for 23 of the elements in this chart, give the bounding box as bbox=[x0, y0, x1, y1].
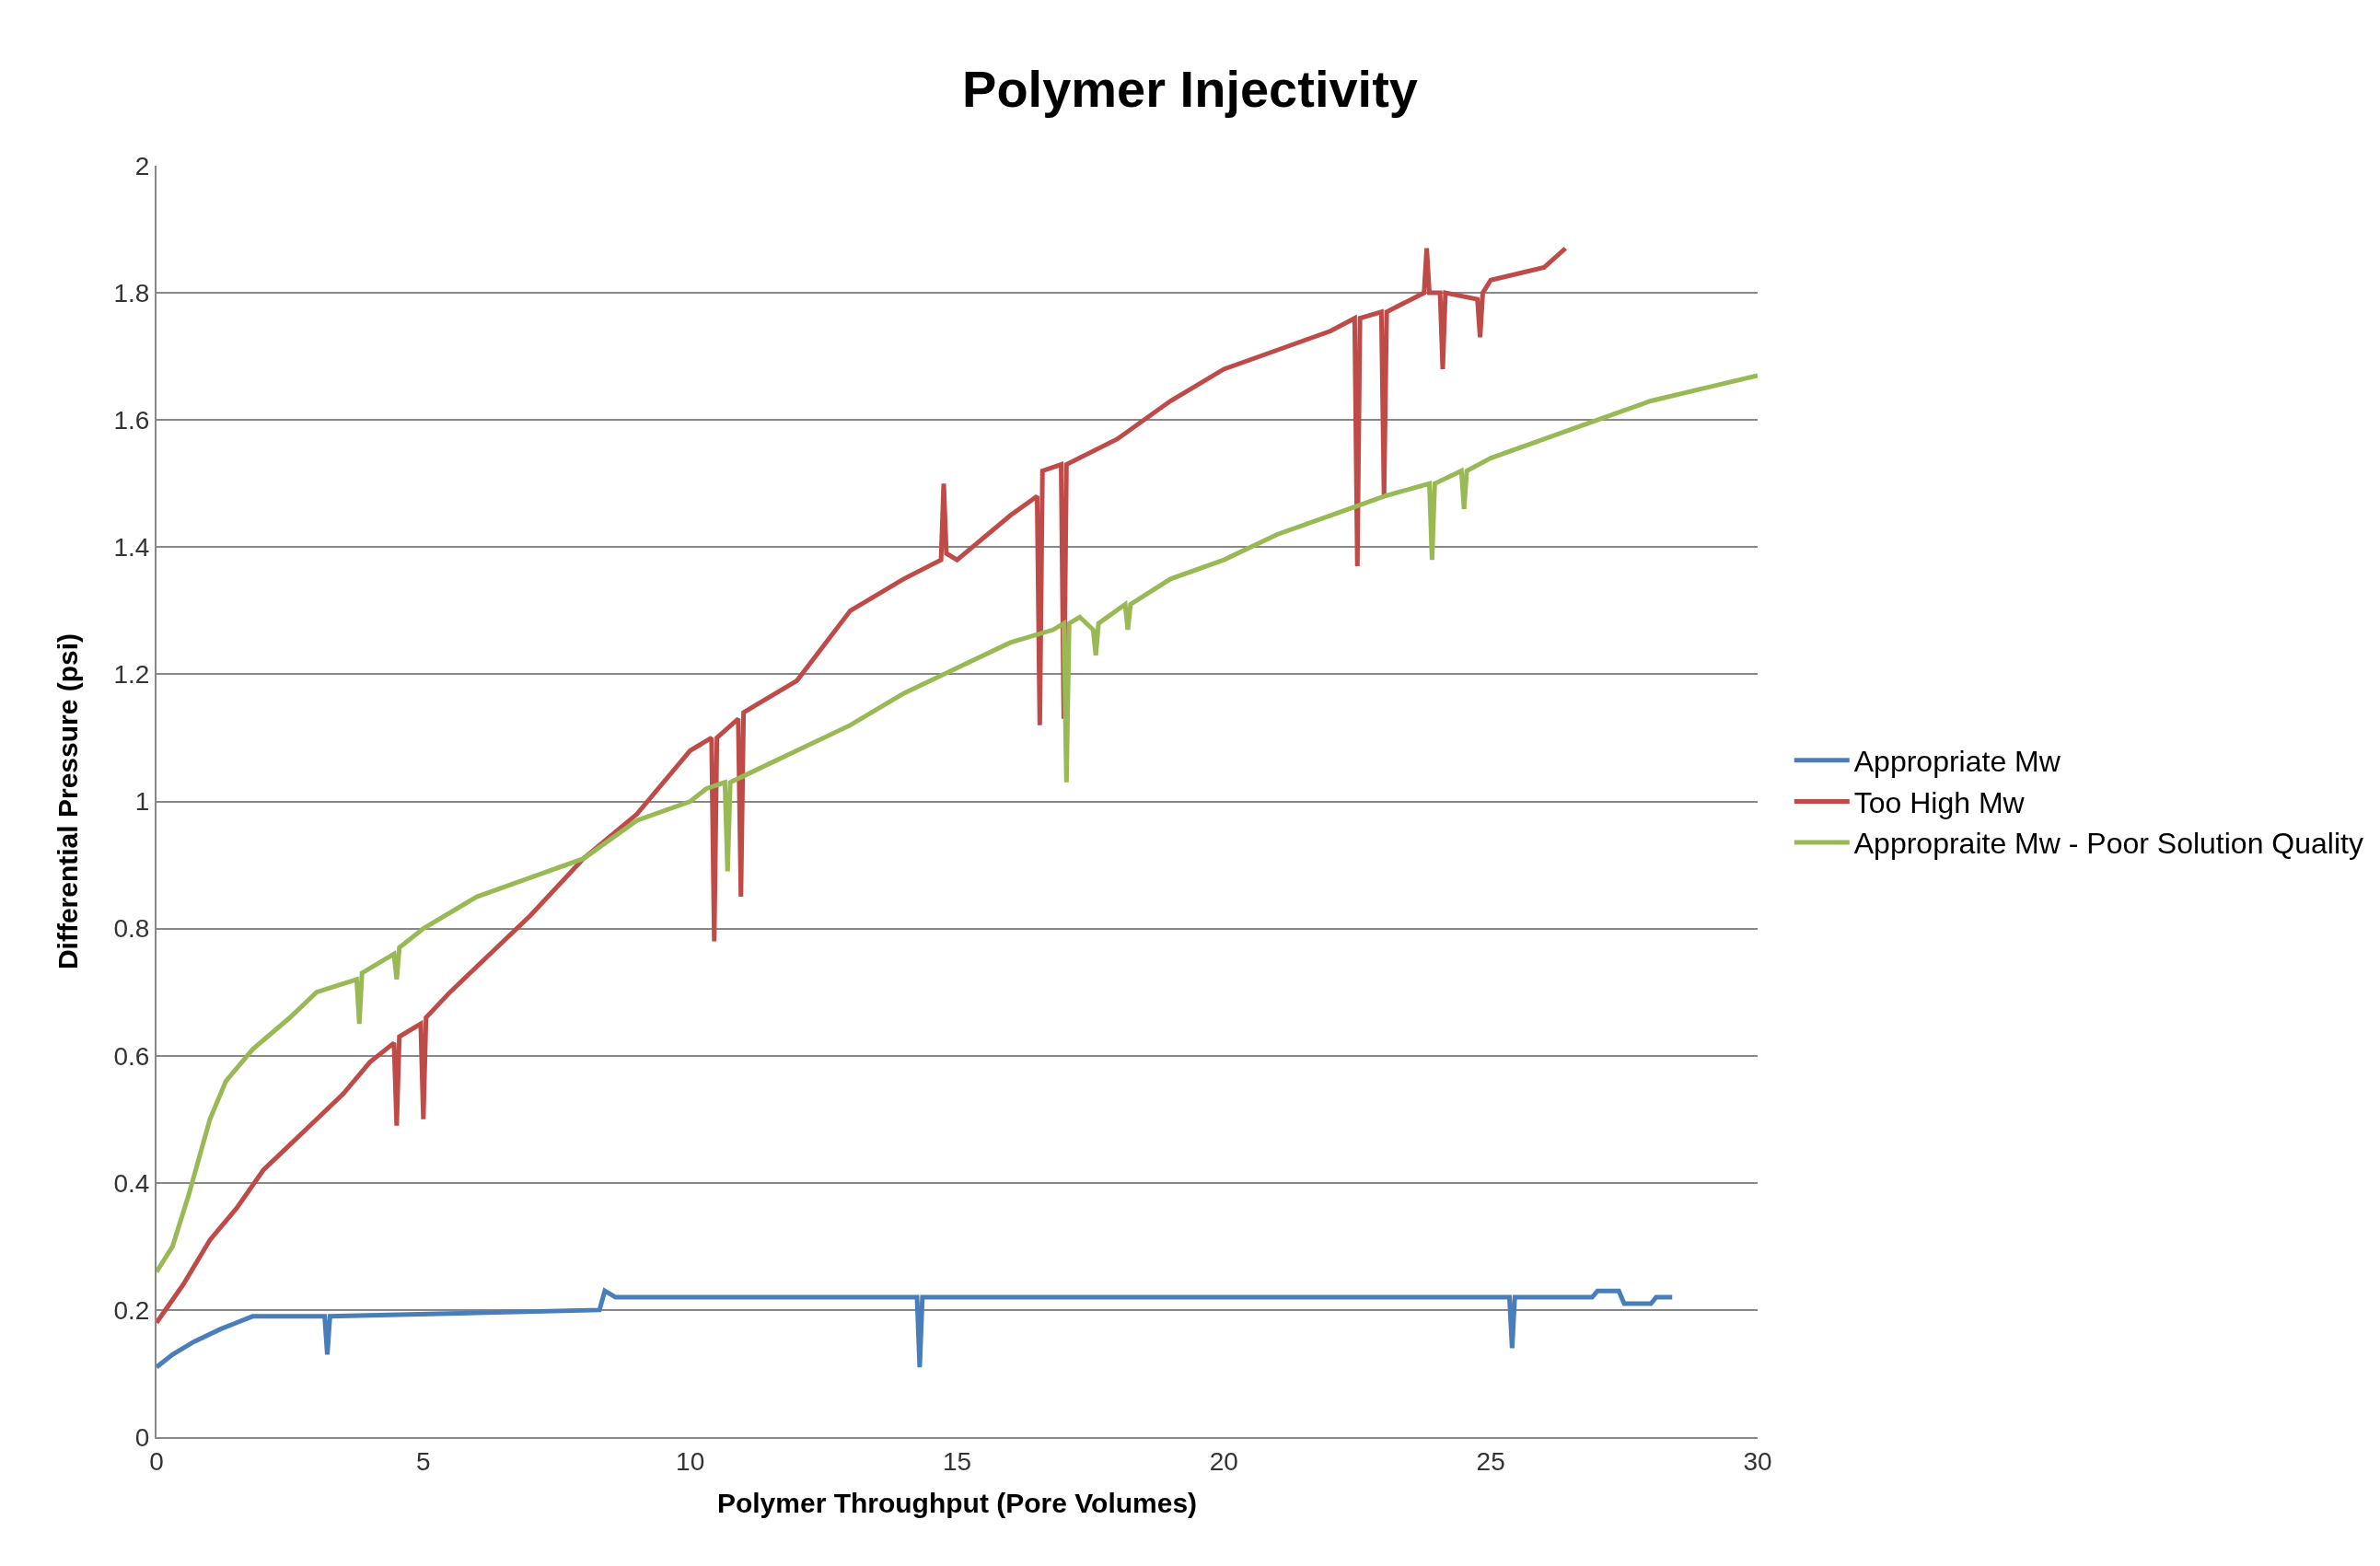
y-tick-label: 2 bbox=[134, 151, 150, 180]
x-tick-label: 10 bbox=[676, 1446, 705, 1476]
x-tick-label: 25 bbox=[1476, 1446, 1505, 1476]
y-tick-label: 0.8 bbox=[113, 914, 150, 944]
legend-label: Too High Mw bbox=[1853, 785, 2026, 819]
y-tick-label: 1.4 bbox=[113, 533, 150, 563]
y-tick-label: 0.4 bbox=[113, 1168, 150, 1198]
chart-title: Polymer Injectivity bbox=[962, 59, 1418, 118]
y-tick-label: 0.2 bbox=[113, 1295, 150, 1325]
legend-label: Appropraite Mw - Poor Solution Quality bbox=[1853, 827, 2363, 861]
legend-label: Appropriate Mw bbox=[1853, 745, 2061, 779]
x-axis-title: Polymer Throughput (Pore Volumes) bbox=[716, 1487, 1198, 1518]
y-tick-label: 1 bbox=[134, 787, 150, 817]
y-tick-label: 0.6 bbox=[113, 1041, 150, 1071]
y-tick-label: 1.2 bbox=[113, 660, 150, 690]
y-tick-label: 1.6 bbox=[113, 406, 150, 435]
x-tick-label: 15 bbox=[942, 1446, 972, 1476]
x-tick-label: 20 bbox=[1209, 1446, 1238, 1476]
x-tick-label: 5 bbox=[416, 1446, 431, 1476]
y-tick-label: 0 bbox=[134, 1422, 150, 1452]
y-axis-title: Differential Pressure (psi) bbox=[52, 632, 83, 970]
x-tick-label: 30 bbox=[1743, 1446, 1772, 1476]
y-tick-label: 1.8 bbox=[113, 278, 150, 307]
